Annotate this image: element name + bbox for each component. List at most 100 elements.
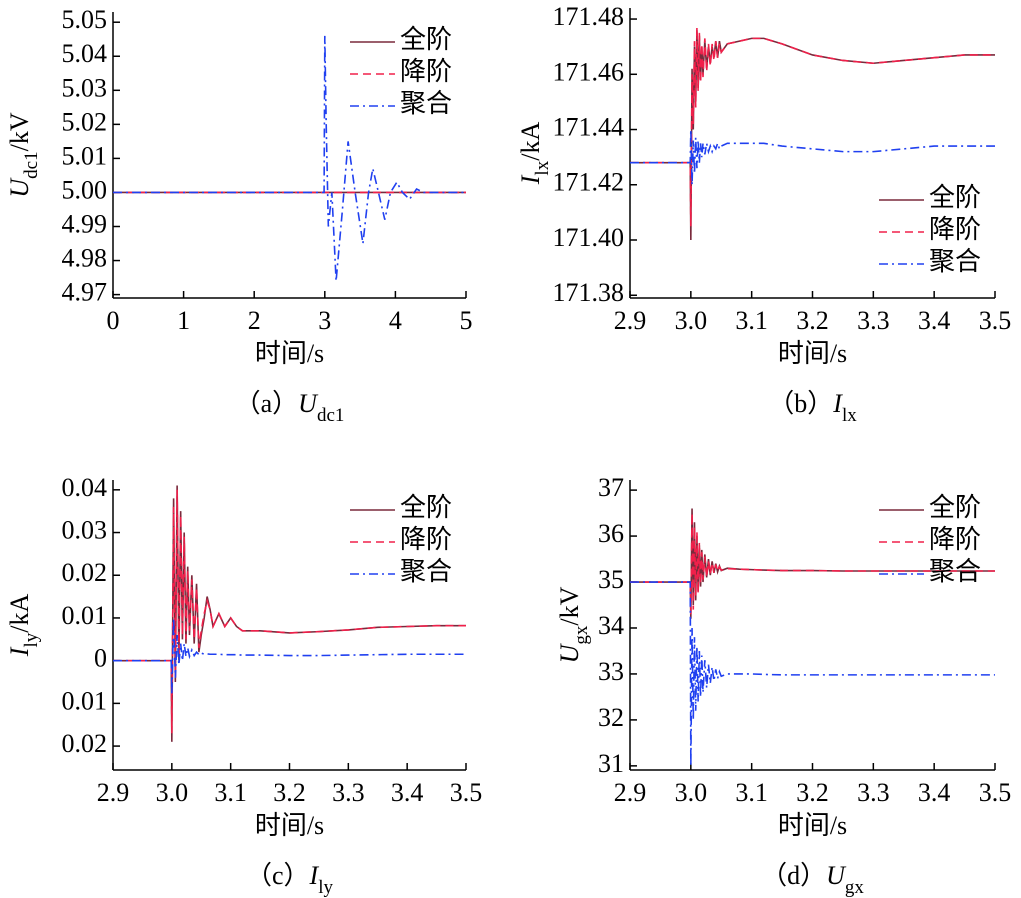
y-tick-label: 37 [598, 473, 624, 502]
x-tick-label: 3.4 [391, 778, 424, 807]
y-tick-label: 5.03 [62, 73, 108, 102]
y-tick-label: 5.00 [62, 175, 108, 204]
caption-tag: （c） [246, 861, 310, 890]
y-tick-label: 4.99 [62, 209, 108, 238]
legend-label: 降阶 [400, 525, 452, 554]
series-line [113, 35, 466, 282]
legend-label: 聚合 [929, 247, 981, 276]
x-tick-label: 3.5 [979, 306, 1012, 335]
x-tick-label: 3.1 [735, 306, 768, 335]
x-tick-label: 3.2 [796, 778, 829, 807]
caption-symbol: I [309, 861, 320, 890]
legend-label: 降阶 [929, 525, 981, 554]
y-tick-label: 5.01 [62, 141, 108, 170]
y-axis-label-unit: /kA [5, 594, 34, 633]
caption-symbol: U [826, 861, 847, 890]
x-axis-label: 时间/s [255, 339, 324, 368]
y-axis-label-subscript: lx [532, 160, 553, 175]
y-tick-label: 33 [598, 657, 624, 686]
x-tick-label: 0 [107, 306, 120, 335]
x-tick-label: 3.0 [675, 306, 708, 335]
y-tick-label: 0 [94, 644, 107, 673]
caption-tag: （b） [768, 389, 833, 418]
caption-subscript: dc1 [317, 405, 344, 426]
y-tick-label: 31 [598, 749, 624, 778]
legend-label: 降阶 [400, 57, 452, 86]
x-tick-label: 3.1 [735, 778, 768, 807]
series-line [630, 129, 995, 185]
y-tick-label: 0.01 [62, 601, 108, 630]
y-tick-label: 171.48 [553, 2, 625, 31]
caption: （c）Ily [246, 861, 333, 898]
x-axis-label: 时间/s [778, 339, 847, 368]
y-tick-label: 4.97 [62, 278, 108, 307]
series-line [113, 617, 466, 695]
y-axis-label-subscript: dc1 [21, 151, 42, 178]
x-tick-label: 2 [248, 306, 261, 335]
legend-label: 降阶 [929, 215, 981, 244]
x-tick-label: 3.5 [450, 778, 483, 807]
caption-tag: （a） [235, 389, 299, 418]
y-axis-label: Ugx/kV [555, 586, 592, 663]
y-axis-label-subscript: gx [571, 625, 592, 645]
x-tick-label: 2.9 [614, 306, 647, 335]
y-axis-label-unit: /kV [5, 112, 34, 151]
caption-tag: （d） [761, 861, 826, 890]
caption-symbol: I [832, 389, 843, 418]
x-tick-label: 2.9 [614, 778, 647, 807]
caption-subscript: ly [318, 877, 333, 898]
x-tick-label: 3.0 [156, 778, 189, 807]
x-tick-label: 3.0 [675, 778, 708, 807]
x-tick-label: 3.4 [918, 306, 951, 335]
y-axis-label-unit: /kV [555, 586, 584, 625]
y-tick-label: 171.38 [553, 278, 625, 307]
series-line [630, 27, 995, 227]
legend-label: 全阶 [400, 25, 452, 54]
x-tick-label: 5 [460, 306, 473, 335]
y-tick-label: 0.03 [62, 516, 108, 545]
x-tick-label: 3.4 [918, 778, 951, 807]
caption: （d）Ugx [761, 861, 864, 898]
legend-label: 聚合 [400, 89, 452, 118]
y-axis-label-symbol: U [5, 177, 34, 198]
legend-label: 聚合 [929, 557, 981, 586]
y-tick-label: 5.05 [62, 5, 108, 34]
caption: （a）Udc1 [235, 389, 345, 426]
x-tick-label: 3.3 [857, 306, 890, 335]
y-tick-label: 5.02 [62, 107, 108, 136]
series-line [630, 513, 995, 615]
y-tick-label: 171.44 [553, 112, 625, 141]
x-tick-label: 3.3 [857, 778, 890, 807]
x-tick-label: 1 [177, 306, 190, 335]
legend-label: 全阶 [400, 493, 452, 522]
y-axis-label-symbol: I [5, 646, 34, 657]
y-tick-label: 0.02 [62, 558, 108, 587]
series-line [630, 581, 995, 766]
legend-label: 全阶 [929, 493, 981, 522]
y-tick-label: 171.40 [553, 223, 625, 252]
y-axis-label-unit: /kA [516, 122, 545, 161]
y-tick-label: 34 [598, 611, 624, 640]
y-tick-label: 0.04 [62, 473, 108, 502]
y-axis-label-subscript: ly [21, 632, 42, 647]
y-tick-label: 35 [598, 565, 624, 594]
caption-symbol: U [298, 389, 319, 418]
x-tick-label: 3 [318, 306, 331, 335]
y-tick-label: 171.46 [553, 57, 625, 86]
y-axis-label-symbol: U [555, 642, 584, 663]
caption-subscript: lx [842, 405, 857, 426]
caption-subscript: gx [845, 877, 865, 898]
x-tick-label: 2.9 [97, 778, 130, 807]
x-axis-label: 时间/s [778, 811, 847, 840]
y-axis-label: Udc1/kV [5, 112, 42, 197]
y-tick-label: 4.98 [62, 244, 108, 273]
caption: （b）Ilx [768, 389, 857, 426]
y-axis-label-symbol: I [516, 174, 545, 185]
y-tick-label: 171.42 [553, 168, 625, 197]
x-tick-label: 4 [389, 306, 402, 335]
legend-label: 全阶 [929, 183, 981, 212]
y-tick-label: 0.02 [62, 729, 108, 758]
y-tick-label: 32 [598, 703, 624, 732]
x-axis-label: 时间/s [255, 811, 324, 840]
